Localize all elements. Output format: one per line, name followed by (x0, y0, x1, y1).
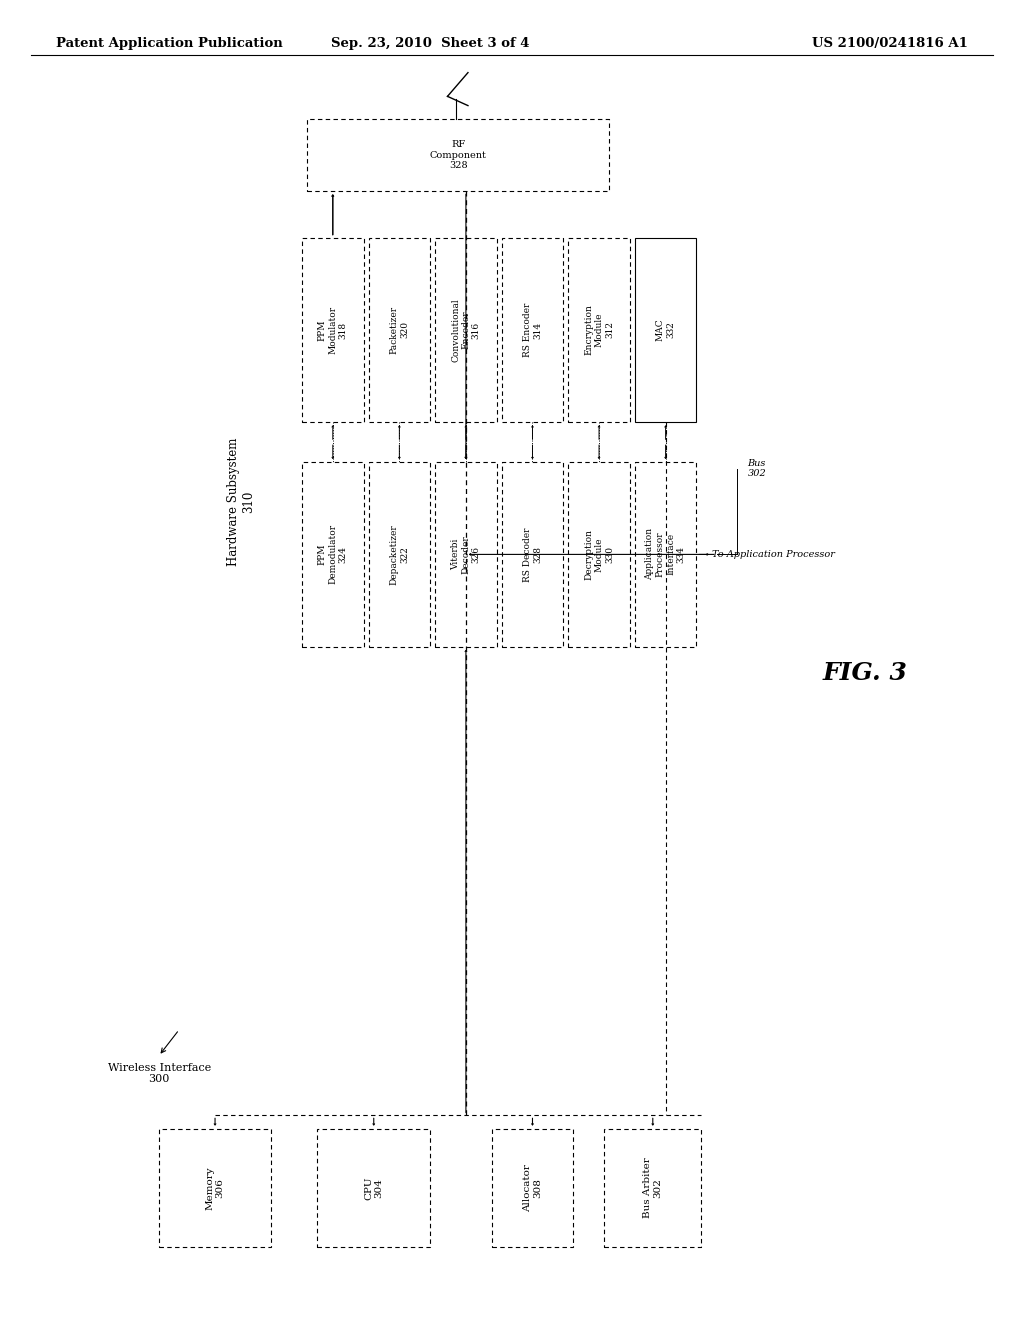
Text: Patent Application Publication: Patent Application Publication (56, 37, 283, 50)
Text: Convolutional
Encoder
316: Convolutional Encoder 316 (451, 298, 481, 362)
Bar (435, 462, 497, 647)
Text: Sep. 23, 2010  Sheet 3 of 4: Sep. 23, 2010 Sheet 3 of 4 (331, 37, 529, 50)
Text: FIG. 3: FIG. 3 (823, 661, 907, 685)
Bar (604, 1129, 701, 1247)
Text: Viterbi
Decoder
326: Viterbi Decoder 326 (451, 535, 481, 574)
Text: Encryption
Module
312: Encryption Module 312 (584, 305, 614, 355)
Bar (435, 238, 497, 422)
Bar (302, 238, 364, 422)
Bar (635, 238, 696, 422)
Bar (369, 462, 430, 647)
Text: US 2100/0241816 A1: US 2100/0241816 A1 (812, 37, 968, 50)
Text: Bus Arbiter
302: Bus Arbiter 302 (643, 1158, 663, 1218)
Text: Application
Processor
Interface
334: Application Processor Interface 334 (645, 528, 686, 581)
Bar (369, 238, 430, 422)
Text: Bus
302: Bus 302 (748, 459, 766, 478)
Text: Wireless Interface
300: Wireless Interface 300 (108, 1063, 211, 1084)
Text: CPU
304: CPU 304 (365, 1176, 383, 1200)
Bar (568, 238, 630, 422)
Text: To Application Processor: To Application Processor (712, 550, 835, 558)
Text: PPM
Demodulator
324: PPM Demodulator 324 (317, 524, 348, 585)
Text: Depacketizer
322: Depacketizer 322 (390, 524, 409, 585)
Text: PPM
Modulator
318: PPM Modulator 318 (317, 306, 348, 354)
Text: RS Decoder
328: RS Decoder 328 (523, 527, 542, 582)
Bar (302, 462, 364, 647)
Text: Memory
306: Memory 306 (206, 1166, 224, 1210)
Text: Packetizer
320: Packetizer 320 (390, 306, 409, 354)
Bar (307, 119, 609, 191)
Text: RS Encoder
314: RS Encoder 314 (523, 302, 542, 358)
Text: Decryption
Module
330: Decryption Module 330 (584, 529, 614, 579)
Bar (502, 238, 563, 422)
Bar (502, 462, 563, 647)
Text: Hardware Subsystem
310: Hardware Subsystem 310 (226, 437, 255, 566)
Text: Allocator
308: Allocator 308 (523, 1164, 542, 1212)
Bar (635, 462, 696, 647)
Bar (568, 462, 630, 647)
Bar (492, 1129, 573, 1247)
Text: MAC
332: MAC 332 (656, 318, 675, 342)
Text: RF
Component
328: RF Component 328 (430, 140, 486, 170)
Bar (317, 1129, 430, 1247)
Bar (159, 1129, 271, 1247)
